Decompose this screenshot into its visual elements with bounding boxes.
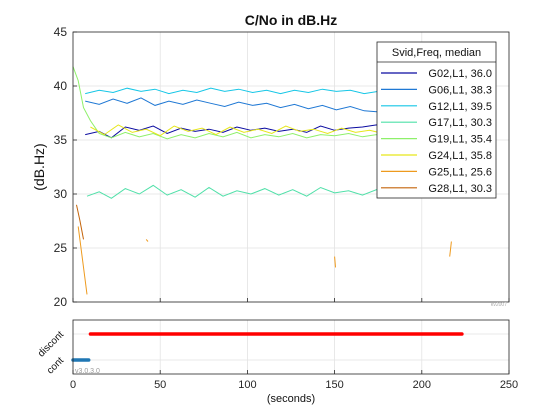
series-group [72,66,452,295]
x-tick-label: 250 [500,379,518,391]
y-tick-label: 20 [54,295,68,309]
legend-title: Svid,Freq, median [392,47,481,59]
series-fragment [449,241,452,257]
cno-axes: 20 25 30 35 40 45 C/No in dB.Hz (dB.Hz) kv200… [31,12,510,309]
x-axis-label: (seconds) [267,393,315,405]
x-tick-label: 100 [238,379,256,391]
corner-note: kv2007 [491,302,507,308]
legend-entry: G06,L1, 38.3 [428,84,492,96]
x-ticks [72,298,510,302]
continuity-axes: 0 50 100 150 200 250 discont cont v3.0.3.0 (s… [36,319,518,405]
legend-entry: G24,L1, 35.8 [428,150,492,162]
series-line [85,87,391,95]
legend-entry: G17,L1, 30.3 [428,117,492,129]
version-annotation: v3.0.3.0 [75,368,100,375]
continuity-axes-box [72,319,510,375]
y-tick-label: 35 [54,133,68,147]
y-axis-label: (dB.Hz) [31,143,47,190]
series-line [77,226,88,295]
legend-entry: G19,L1, 35.4 [428,134,492,146]
continuity-plot-area [73,320,509,374]
legend-entry: G12,L1, 39.5 [428,101,492,113]
legend-entries: G02,L1, 36.0 G06,L1, 38.3 G12,L1, 39.5 G17,… [381,68,492,195]
axes-box [72,31,510,303]
legend-box [376,41,497,199]
legend-entry: G28,L1, 30.3 [428,183,492,195]
legend: Svid,Freq, median G02,L1, 36.0 G06,L1, 38… [376,41,497,199]
y-tick-label: 40 [54,79,68,93]
x-tick-label: 0 [70,379,76,391]
series-line [76,204,84,240]
legend-entry: G25,L1, 25.6 [428,166,492,178]
y-ticks: 20 25 30 35 40 45 [54,25,77,309]
series-line [85,97,391,113]
x-tick-label: 50 [154,379,166,391]
y-tick-label: 25 [54,241,68,255]
series-fragment [334,256,336,268]
y-tick-label: 45 [54,25,68,39]
series-line [86,184,391,199]
continuity-x-ticks: 0 50 100 150 200 250 [70,370,518,391]
series-line [85,124,391,139]
chart-title: C/No in dB.Hz [245,12,338,28]
series-line [90,124,384,137]
y-tick-label: 30 [54,187,68,201]
x-tick-label: 200 [413,379,431,391]
legend-entry: G02,L1, 36.0 [428,68,492,80]
continuity-series [71,332,464,362]
series-fragment [145,239,149,242]
x-tick-label: 150 [325,379,343,391]
